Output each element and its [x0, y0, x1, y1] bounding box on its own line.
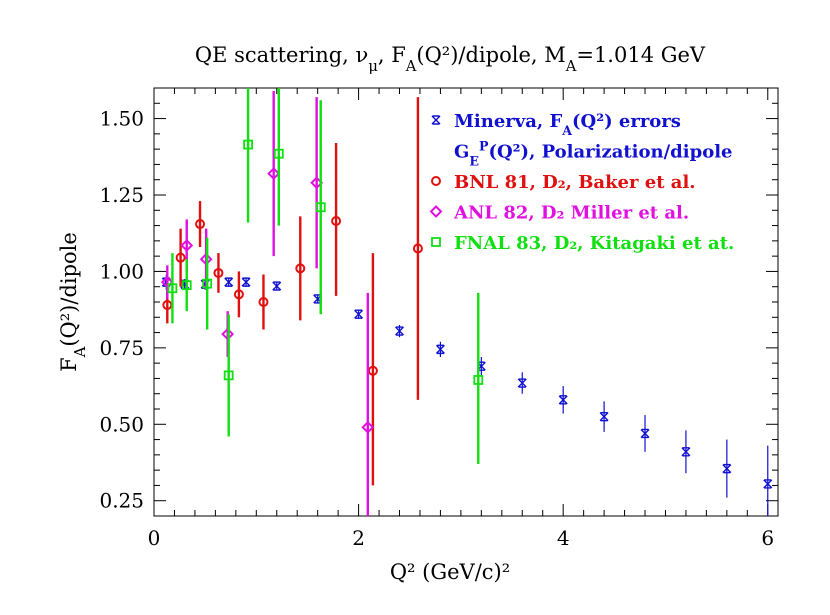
data-point [763, 479, 773, 489]
y-tick-label: 0.50 [99, 412, 144, 436]
data-point [295, 263, 306, 274]
series-3 [160, 91, 375, 516]
data-point [313, 294, 323, 304]
data-point [681, 447, 691, 457]
data-point [202, 278, 213, 289]
y-tick-label: 1.50 [99, 107, 144, 131]
data-point [180, 239, 194, 252]
data-point [267, 167, 281, 181]
series-4 [167, 88, 484, 465]
legend-marker [429, 205, 443, 218]
legend-label: GEP(Q²), Polarization/dipole [454, 138, 733, 168]
data-point [722, 463, 732, 474]
legend-entry: GEP(Q²), Polarization/dipole [454, 138, 733, 168]
x-tick-label: 2 [352, 526, 365, 550]
data-point [243, 139, 254, 150]
data-point [558, 395, 568, 405]
data-point [476, 361, 486, 371]
data-point [241, 277, 251, 287]
data-point [195, 219, 206, 230]
legend-entry: ANL 82, D₂ Miller et al. [429, 203, 689, 224]
x-tick-label: 4 [557, 526, 570, 550]
data-point [412, 243, 423, 254]
x-tick-label: 0 [148, 526, 161, 550]
data-marks [160, 88, 773, 516]
data-point [435, 344, 445, 355]
data-point [160, 275, 174, 289]
data-point [258, 297, 269, 307]
data-point [223, 370, 234, 381]
data-point [167, 283, 178, 294]
data-point [473, 375, 484, 385]
data-point [354, 309, 364, 319]
series-0 [161, 274, 773, 516]
data-point [599, 411, 609, 422]
data-point [213, 267, 224, 278]
legend-marker [431, 237, 441, 247]
axes-frame: 0 2 4 6 0.25 0.50 0.75 1.00 1.25 1.50 [99, 87, 779, 550]
data-point [395, 326, 405, 336]
data-point [175, 252, 186, 263]
legend-marker [431, 176, 441, 186]
y-tick-label: 1.25 [99, 183, 144, 207]
x-tick-label: 6 [761, 526, 774, 550]
legend-entry: FNAL 83, D₂, Kitagaki et at. [431, 233, 734, 254]
legend-label: Minerva, FA(Q²) errors [454, 111, 681, 138]
legend-marker [431, 115, 441, 125]
x-axis-label: Q² (GeV/c)² [390, 560, 510, 584]
series-2 [162, 97, 423, 486]
legend-label: FNAL 83, D₂, Kitagaki et at. [454, 233, 734, 254]
legend-entry: Minerva, FA(Q²) errors [431, 111, 681, 138]
legend-label: BNL 81, D₂, Baker et al. [454, 172, 696, 193]
data-point [233, 289, 244, 300]
chart-title: QE scattering, νμ, FA(Q²)/dipole, MA=1.0… [195, 43, 706, 75]
data-point [640, 428, 650, 439]
data-point [224, 277, 234, 287]
y-tick-label: 0.25 [99, 489, 144, 513]
y-tick-label: 0.75 [99, 336, 144, 360]
data-point [181, 280, 192, 291]
data-point [180, 279, 190, 289]
data-point [331, 215, 342, 226]
legend-label: ANL 82, D₂ Miller et al. [453, 203, 689, 224]
data-point [272, 281, 282, 291]
y-axis-label: FA(Q²)/dipole [57, 232, 89, 372]
data-point [361, 420, 375, 434]
y-tick-label: 1.00 [99, 259, 144, 283]
data-point [315, 202, 326, 213]
data-point [517, 378, 527, 388]
legend-entry: BNL 81, D₂, Baker et al. [431, 172, 696, 193]
data-point [273, 148, 284, 159]
